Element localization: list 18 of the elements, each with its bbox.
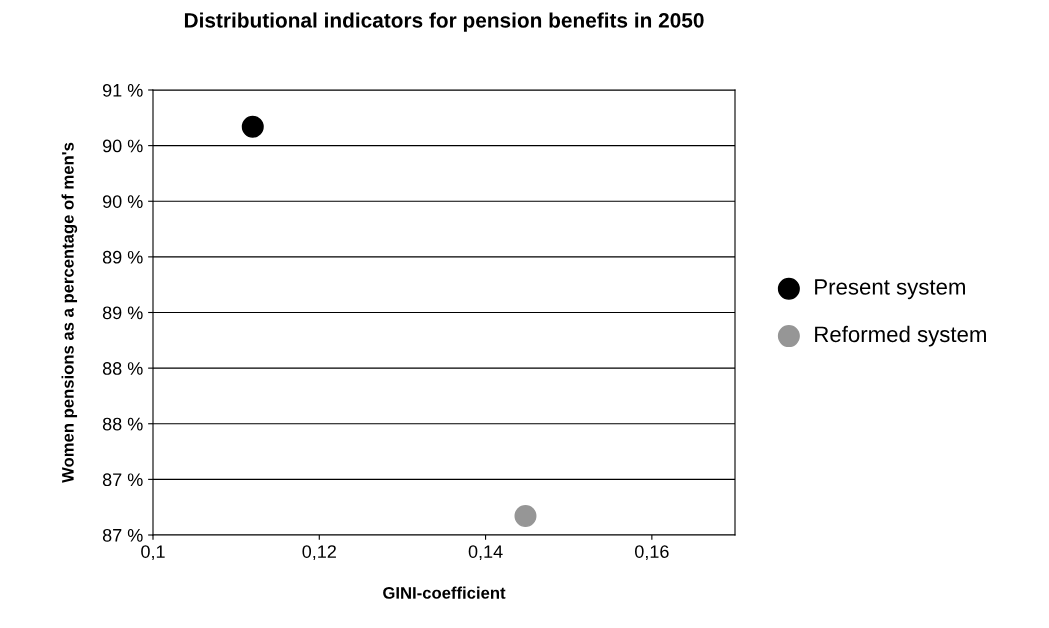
y-tick-label: 91 % <box>102 83 143 97</box>
x-tick-label: 0,1 <box>141 545 165 561</box>
y-tick-label: 89 % <box>102 250 143 264</box>
x-tick-label: 0,16 <box>634 545 669 561</box>
y-axis-title: Women pensions as a percentage of men's <box>61 142 78 483</box>
legend-label: Present system <box>815 279 965 300</box>
y-tick-label: 89 % <box>102 306 143 320</box>
y-tick-label: 88 % <box>102 362 143 375</box>
chart-title: Distributional indicators for pension benefits in 2050 <box>184 12 704 32</box>
y-tick-label: 87 % <box>102 473 143 487</box>
y-tick-label: 88 % <box>102 417 143 431</box>
legend-label: Reformed system <box>815 325 986 347</box>
y-tick-label: 90 % <box>102 195 143 208</box>
x-tick-label: 0,12 <box>302 545 336 561</box>
x-tick-label: 0,14 <box>468 545 503 561</box>
x-axis-title: GINI-coefficient <box>383 586 506 599</box>
y-tick-label: 90 % <box>102 139 143 153</box>
y-tick-label: 87 % <box>102 528 143 542</box>
